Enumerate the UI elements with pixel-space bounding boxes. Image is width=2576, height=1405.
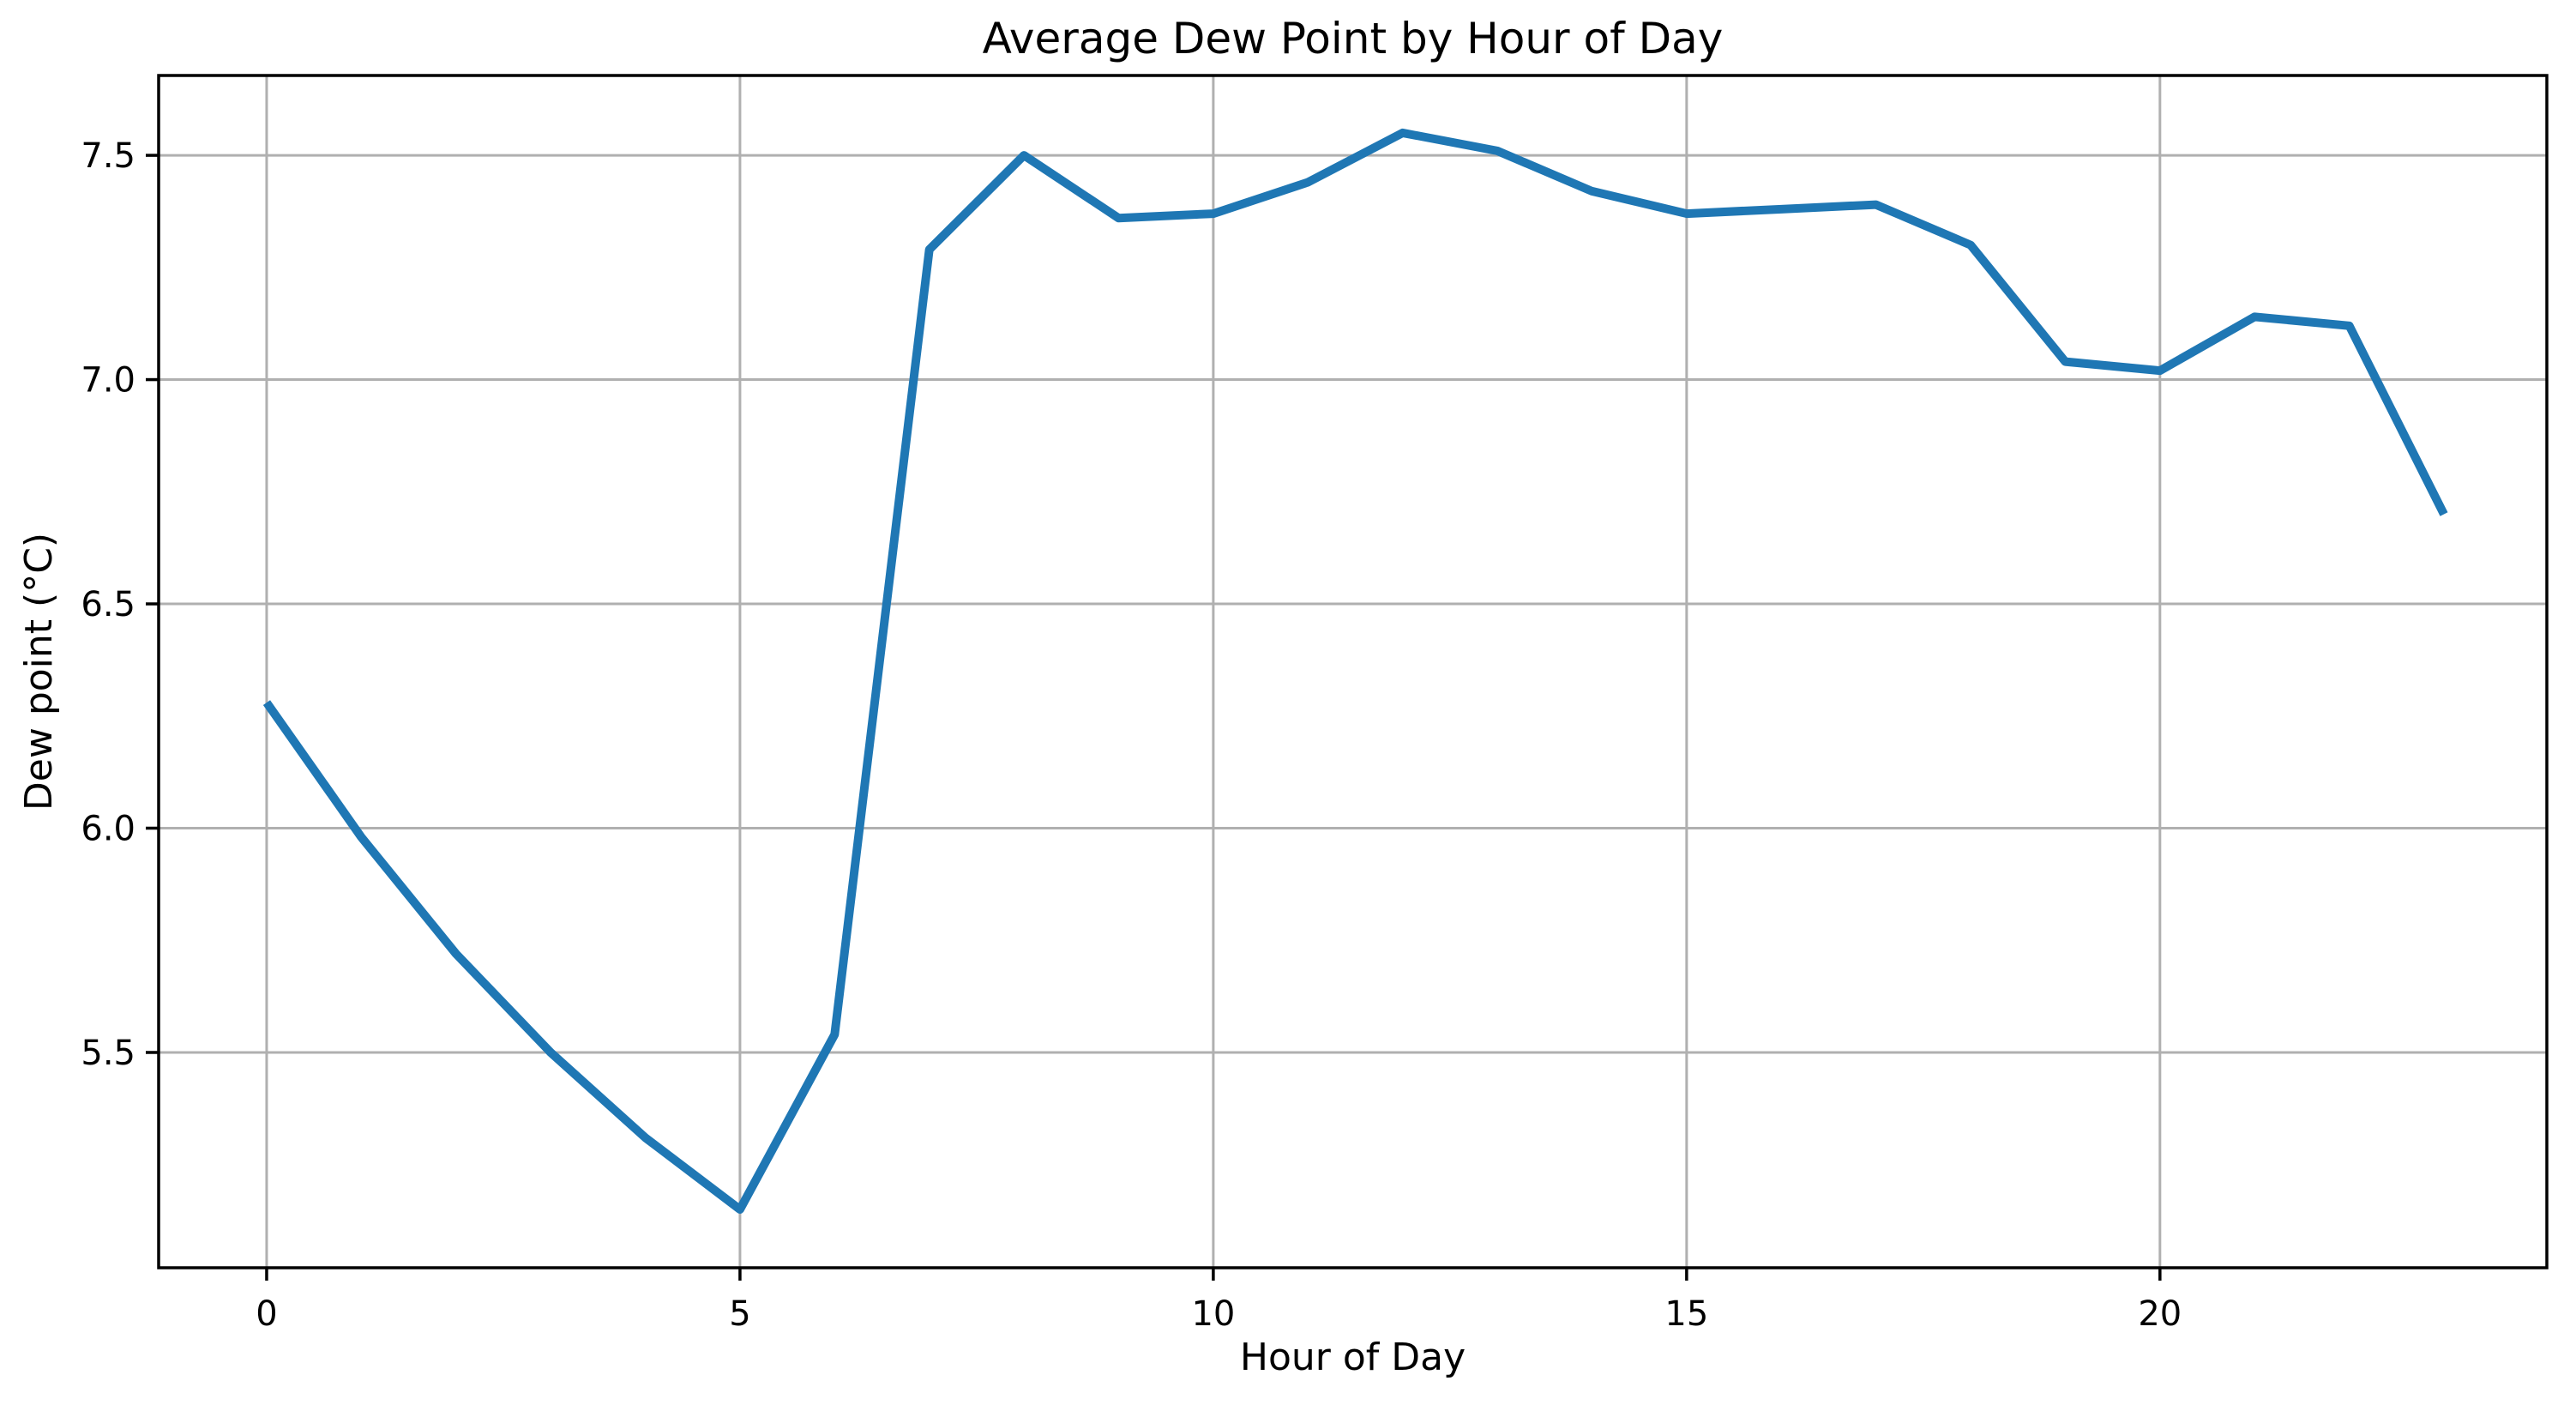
x-tick-label: 15 <box>1664 1294 1708 1334</box>
tick-labels: 0 5 10 15 20 5.5 6.0 6.5 7.0 7.5 <box>81 136 2182 1334</box>
y-tick-label: 6.5 <box>81 585 135 624</box>
chart-title: Average Dew Point by Hour of Day <box>983 14 1724 63</box>
y-tick-label: 7.0 <box>81 361 135 401</box>
grid-lines <box>159 75 2547 1268</box>
data-series <box>262 128 2448 1215</box>
x-tick-label: 0 <box>256 1294 277 1334</box>
y-tick-label: 6.0 <box>81 810 135 849</box>
x-tick-label: 5 <box>729 1294 750 1334</box>
plot-frame <box>157 74 2549 1269</box>
x-tick-label: 20 <box>2138 1294 2182 1334</box>
axis-ticks <box>146 154 2162 1281</box>
x-axis-label: Hour of Day <box>1240 1336 1466 1379</box>
y-tick-label: 7.5 <box>81 136 135 176</box>
x-tick-label: 10 <box>1191 1294 1235 1334</box>
y-tick-label: 5.5 <box>81 1034 135 1073</box>
y-axis-label: Dew point (°C) <box>17 533 61 811</box>
data-line-average-dew-point <box>262 128 2448 1215</box>
